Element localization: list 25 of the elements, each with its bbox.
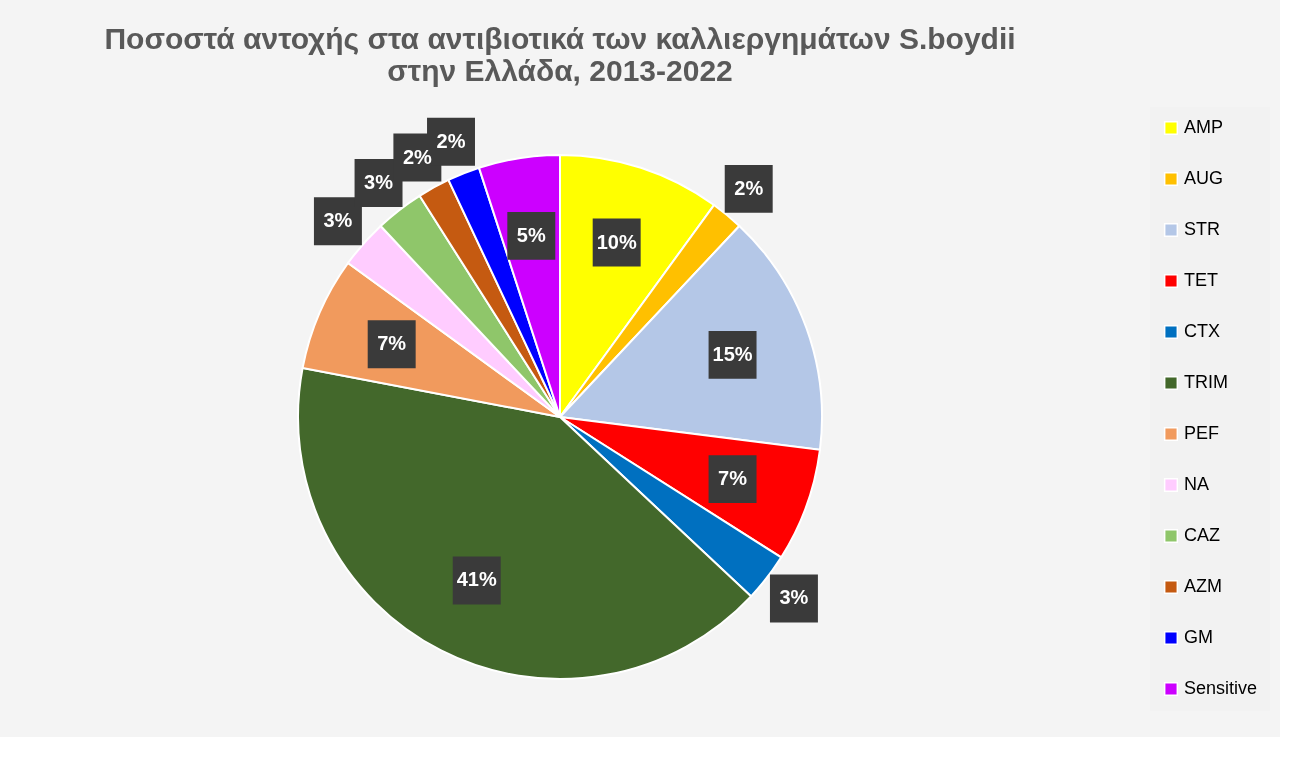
data-label: 41%	[456, 568, 497, 591]
legend-label: CAZ	[1184, 525, 1220, 545]
data-label: 7%	[718, 467, 748, 490]
data-label: 7%	[377, 332, 407, 355]
legend-label: TRIM	[1184, 372, 1228, 392]
chart-title: Ποσοστά αντοχής στα αντιβιοτικά των καλλιεργημάτων S.boydii στην Ελλάδα, 2013-2022	[104, 22, 1016, 87]
data-label: 5%	[516, 223, 546, 246]
legend-label: STR	[1184, 219, 1220, 239]
data-label: 15%	[712, 342, 753, 365]
legend-label: NA	[1184, 474, 1210, 494]
legend-label: AMP	[1184, 117, 1224, 137]
legend-label: PEF	[1184, 423, 1220, 443]
legend-label: GM	[1184, 627, 1213, 647]
legend-label: CTX	[1184, 321, 1220, 341]
data-label: 3%	[364, 171, 394, 194]
legend-label: AZM	[1184, 576, 1222, 596]
data-label: 2%	[436, 129, 466, 152]
data-label: 2%	[734, 176, 764, 199]
legend-label: AUG	[1184, 168, 1224, 188]
data-label: 3%	[323, 209, 353, 232]
data-label: 10%	[596, 230, 637, 253]
data-label: 2%	[402, 145, 433, 168]
data-label: 3%	[779, 586, 809, 609]
legend-label: TET	[1184, 270, 1218, 290]
legend-label: Sensitive	[1184, 678, 1258, 698]
